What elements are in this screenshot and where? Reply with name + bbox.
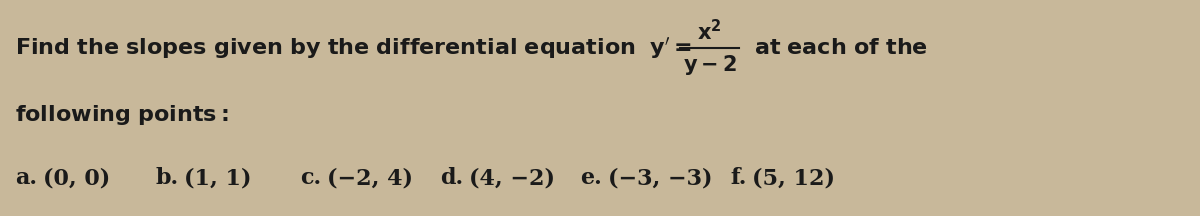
Text: (4, −2): (4, −2) (469, 167, 556, 189)
Text: (1, 1): (1, 1) (184, 167, 252, 189)
Text: b.: b. (155, 167, 178, 189)
Text: $\bf{at\ each\ of\ the}$: $\bf{at\ each\ of\ the}$ (754, 37, 928, 59)
Text: e.: e. (580, 167, 601, 189)
Text: (5, 12): (5, 12) (752, 167, 835, 189)
Text: f.: f. (730, 167, 746, 189)
Text: (0, 0): (0, 0) (43, 167, 110, 189)
Text: d.: d. (440, 167, 463, 189)
Text: (−3, −3): (−3, −3) (607, 167, 713, 189)
Text: $\bf{following\ points:}$: $\bf{following\ points:}$ (14, 103, 229, 127)
Text: $\mathbf{y-2}$: $\mathbf{y-2}$ (683, 53, 737, 77)
Text: a.: a. (14, 167, 37, 189)
Text: $\bf{Find\ the\ slopes\ given\ by\ the\ differential\ equation}$  $\mathbf{y' =}: $\bf{Find\ the\ slopes\ given\ by\ the\ … (14, 35, 691, 61)
Text: c.: c. (300, 167, 322, 189)
Text: (−2, 4): (−2, 4) (328, 167, 413, 189)
Text: $\mathbf{x^2}$: $\mathbf{x^2}$ (697, 19, 722, 44)
